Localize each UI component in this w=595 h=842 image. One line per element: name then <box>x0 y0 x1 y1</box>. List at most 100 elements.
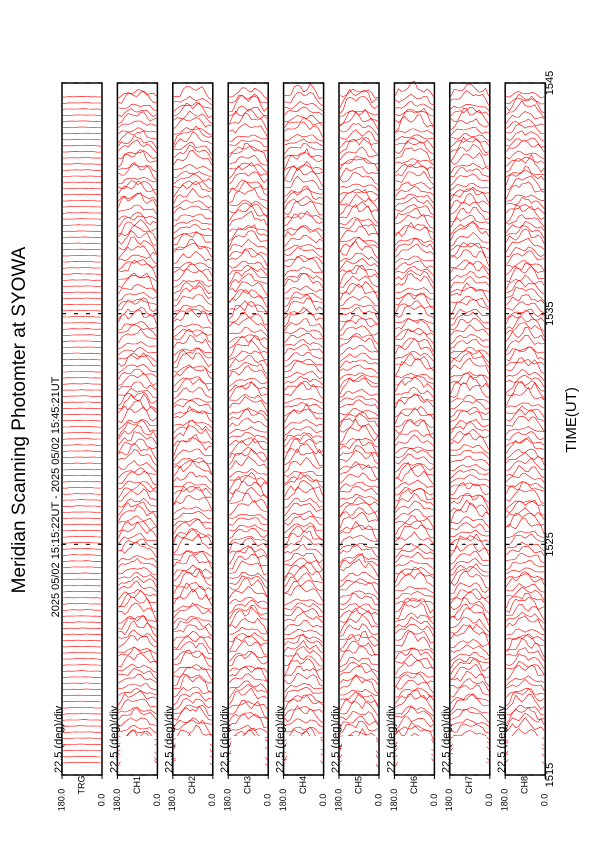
scan-trace <box>395 671 434 679</box>
scan-trace <box>62 670 102 672</box>
scan-trace <box>62 676 102 678</box>
scan-trace <box>506 346 545 362</box>
scan-trace <box>450 535 489 545</box>
scan-trace <box>118 717 157 728</box>
scan-trace <box>450 308 489 319</box>
scan-trace <box>395 223 434 234</box>
scan-trace <box>506 316 545 332</box>
scan-trace <box>450 133 489 141</box>
scan-trace <box>395 716 434 730</box>
scan-trace <box>284 398 323 404</box>
scan-trace <box>395 546 434 558</box>
scan-trace <box>173 495 213 510</box>
scan-trace <box>284 343 323 355</box>
scan-trace <box>506 664 545 681</box>
scan-trace <box>118 127 157 135</box>
scan-trace <box>62 96 101 98</box>
scan-trace <box>173 650 212 661</box>
scan-trace <box>339 720 379 735</box>
scan-trace <box>506 405 545 418</box>
scan-trace <box>62 108 102 110</box>
scan-trace <box>450 474 489 483</box>
scan-trace <box>62 615 102 617</box>
scan-trace <box>339 630 379 650</box>
scan-trace <box>450 83 490 97</box>
scan-trace <box>450 118 489 130</box>
scan-trace <box>339 552 379 568</box>
scan-trace <box>173 420 213 429</box>
scan-trace <box>118 245 157 259</box>
scan-trace <box>118 501 157 516</box>
scan-trace <box>339 607 379 626</box>
scan-trace <box>339 481 379 490</box>
scan-trace <box>450 214 489 228</box>
scan-trace <box>395 372 434 380</box>
scan-trace <box>339 123 379 136</box>
scan-trace <box>339 129 379 143</box>
scan-trace <box>339 640 379 656</box>
scan-trace <box>395 406 434 417</box>
blank-region <box>120 736 155 774</box>
scan-trace <box>229 123 268 137</box>
scan-trace <box>505 237 545 253</box>
scan-trace <box>450 482 489 496</box>
scan-trace <box>173 408 212 415</box>
scan-trace <box>450 678 490 692</box>
scan-trace <box>63 163 102 165</box>
scan-trace <box>62 688 101 690</box>
scan-trace <box>450 707 489 715</box>
scan-trace <box>173 459 213 475</box>
scan-trace <box>173 307 213 325</box>
scan-trace <box>62 444 102 446</box>
scan-trace <box>118 219 157 235</box>
scan-trace <box>229 377 268 387</box>
scan-trace <box>229 554 268 570</box>
scan-trace <box>339 137 379 149</box>
scan-trace <box>118 438 157 454</box>
scan-trace <box>62 499 102 501</box>
panel-frame <box>227 82 269 776</box>
scan-trace <box>62 138 102 141</box>
scan-trace <box>506 597 545 613</box>
scan-trace <box>62 529 102 532</box>
scan-trace <box>62 505 102 507</box>
scan-trace <box>284 525 323 540</box>
scan-trace <box>228 597 268 605</box>
scan-trace <box>118 683 157 691</box>
scan-trace <box>450 299 489 316</box>
scan-trace <box>229 139 268 148</box>
scan-trace <box>506 583 545 593</box>
scan-trace <box>505 687 545 698</box>
scan-trace <box>62 145 102 147</box>
scan-trace <box>228 395 268 412</box>
scan-trace <box>118 406 157 424</box>
scan-trace <box>506 118 545 129</box>
scan-trace <box>450 287 489 293</box>
scan-trace <box>173 231 212 246</box>
scan-trace <box>339 692 379 711</box>
scan-trace <box>173 704 212 716</box>
scan-trace <box>450 582 490 594</box>
scan-trace <box>395 375 434 386</box>
scan-trace <box>173 481 212 490</box>
blank-region <box>452 736 487 774</box>
scan-trace <box>395 128 434 135</box>
scan-trace <box>173 457 212 465</box>
scan-trace <box>450 603 489 621</box>
scan-trace <box>284 634 323 643</box>
scan-trace <box>284 646 323 662</box>
scan-trace <box>505 111 545 124</box>
scan-trace <box>450 529 489 538</box>
scan-trace <box>118 150 157 160</box>
scan-trace <box>395 566 434 583</box>
scan-trace <box>339 524 379 532</box>
scan-trace <box>284 371 323 379</box>
scan-trace <box>395 487 434 496</box>
scan-trace <box>339 535 379 546</box>
scan-trace <box>395 255 434 263</box>
scan-trace <box>118 615 157 624</box>
scan-trace <box>63 548 101 550</box>
scan-trace <box>450 295 489 308</box>
scan-trace <box>118 298 157 307</box>
scan-trace <box>62 566 102 568</box>
